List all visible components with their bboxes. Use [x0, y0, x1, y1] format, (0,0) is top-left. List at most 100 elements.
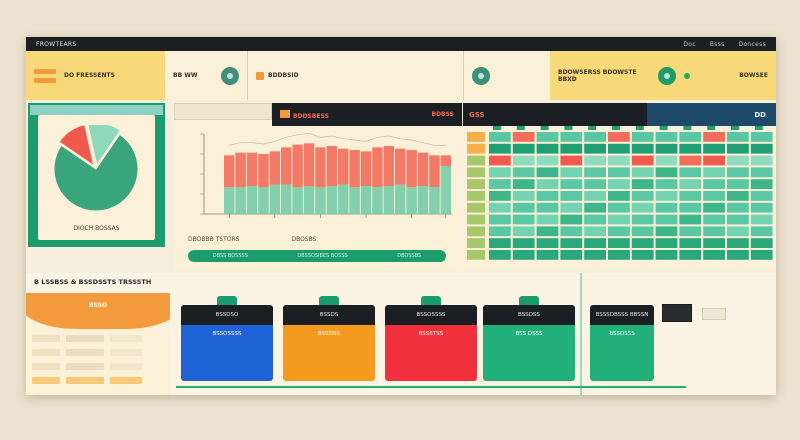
- heatmap-cell: [512, 214, 535, 225]
- list-card: BSSO: [26, 293, 170, 395]
- header-card-user[interactable]: BOWSEE: [650, 51, 776, 100]
- heatmap-cell: [560, 155, 583, 166]
- heatmap-cell: [750, 191, 773, 201]
- heatmap-cell: [560, 179, 583, 189]
- stat-card-blue[interactable]: BSSDSO BSSOSSSS: [181, 296, 273, 381]
- header-card-label: BOWSEE: [739, 72, 768, 79]
- heatmap-cell: [560, 167, 583, 178]
- chip: [34, 77, 56, 83]
- stat-card-green-2[interactable]: BSSSDBSSS BBSSN BSSDSSS: [590, 305, 654, 381]
- footer-pill[interactable]: DBSSOSIBES BOSSS: [297, 253, 348, 259]
- stat-card-red[interactable]: BSSOSSSS BSSSTSS: [385, 296, 477, 381]
- footer-pill[interactable]: DBSS BOSSSS: [212, 253, 248, 259]
- mini-widget-light[interactable]: [702, 308, 726, 320]
- heatmap-cell: [512, 179, 535, 189]
- list-item[interactable]: [32, 349, 164, 358]
- heatmap-cell: [584, 167, 606, 178]
- bar-base-17: [406, 187, 417, 214]
- heatmap-cell: [560, 191, 583, 201]
- header-card-info[interactable]: BDOWSERSS BDOWSTE BBXD: [550, 51, 650, 100]
- heatmap-cell: [750, 132, 773, 142]
- chart-footer-bar[interactable]: DBSS BOSSSS DBSSOSIBES BOSSS DBOSSBS: [188, 250, 446, 262]
- heatmap-cell: [489, 167, 511, 178]
- heatmap-cell: [631, 202, 654, 213]
- footer-pill[interactable]: DBOSSBS: [397, 253, 422, 259]
- list-card-cap: [26, 293, 170, 329]
- bar-7: [292, 144, 303, 188]
- heatmap-cell: [727, 155, 749, 166]
- list-item[interactable]: [32, 377, 164, 386]
- bar-base-19: [429, 187, 440, 214]
- heatmap-cell: [489, 214, 511, 225]
- heatmap-cell: [608, 155, 630, 166]
- column-marker: [516, 126, 525, 130]
- stat-card-body: BSSSTSS: [385, 325, 477, 381]
- header-card-summary[interactable]: DO FRESSENTS: [26, 51, 165, 100]
- heatmap-cell: [679, 191, 702, 201]
- heatmap-cell: [655, 132, 678, 142]
- bar-17: [406, 150, 417, 188]
- heatmap-cell: [512, 226, 535, 237]
- heatmap-cell: [584, 143, 606, 154]
- stat-card-orange[interactable]: BSSDS BSSOSS: [283, 296, 375, 381]
- header-card-bb[interactable]: BB WW: [165, 51, 248, 100]
- menu-item-2[interactable]: Bsss: [709, 40, 725, 48]
- heatmap-cell: [631, 250, 654, 260]
- pie-caption: DIOCH BOSSAS: [73, 225, 120, 232]
- heatmap-cell: [584, 214, 606, 225]
- column-marker: [707, 126, 716, 130]
- header-cards: DO FRESSENTS BB WW BDDBSID BDOWSERSS BDO…: [26, 51, 776, 100]
- heatmap-cell: [536, 214, 559, 225]
- heatmap-cell: [750, 202, 773, 213]
- row-label-cell: [467, 155, 485, 166]
- heatmap-cell: [679, 226, 702, 237]
- bar-base-12: [349, 187, 360, 214]
- bar-base-7: [292, 187, 303, 214]
- heatmap-cell: [489, 143, 511, 154]
- header-card-main[interactable]: BDDBSID: [248, 51, 464, 100]
- menu-item-1[interactable]: Doc: [683, 40, 696, 48]
- chart-tab[interactable]: [174, 103, 272, 120]
- stat-card-title: BSSSDBSSS BBSSN: [590, 305, 654, 325]
- heatmap-cell: [512, 202, 535, 213]
- mini-widget[interactable]: [662, 304, 692, 322]
- heatmap-cell: [584, 238, 606, 248]
- heatmap-cell: [703, 202, 725, 213]
- header-card-profile[interactable]: [464, 51, 550, 100]
- row-label-cell: [467, 214, 485, 225]
- heatmap-cell: [536, 250, 559, 260]
- bar-base-4: [258, 187, 269, 214]
- heatmap-cell: [703, 226, 725, 237]
- heatmap-cell: [512, 167, 535, 178]
- title-bar: FROWTEARS Doc Bsss Doncess: [26, 37, 776, 51]
- heatmap-cell: [489, 132, 511, 142]
- bar-chart: [200, 132, 452, 218]
- column-marker: [731, 126, 739, 130]
- pie-slice-C: [87, 125, 122, 167]
- heatmap-cell: [560, 143, 583, 154]
- stat-card-green[interactable]: BSSDSS BSS DSSS: [483, 296, 575, 381]
- heatmap-cell: [631, 214, 654, 225]
- heatmap-cell: [655, 179, 678, 189]
- heatmap-cell: [608, 226, 630, 237]
- heatmap-cell: [703, 191, 725, 201]
- header-card-label: BDDBSID: [268, 72, 299, 79]
- divider-line: [580, 273, 582, 395]
- stat-card-body: BSSOSS: [283, 325, 375, 381]
- heatmap-cell: [750, 238, 773, 248]
- list-item[interactable]: [32, 335, 164, 344]
- heatmap-cell: [489, 155, 511, 166]
- bar-16: [395, 148, 406, 185]
- list-item[interactable]: [32, 363, 164, 372]
- status-dot-icon: [684, 72, 690, 79]
- bar-chart-panel: BDDSBESS BDBSS DBOBBB TSTORS DBOSBS DBSS…: [174, 103, 462, 271]
- menu-item-3[interactable]: Doncess: [738, 40, 766, 48]
- heatmap-cell: [608, 132, 630, 142]
- header-accent-icon: [280, 109, 290, 118]
- heatmap-cell: [584, 179, 606, 189]
- heatmap-panel: GSS DD: [463, 103, 776, 271]
- heatmap-cell: [536, 143, 559, 154]
- bar-10: [326, 146, 338, 186]
- stat-card-body: BSSOSSSS: [181, 325, 273, 381]
- heatmap-cell: [750, 250, 773, 260]
